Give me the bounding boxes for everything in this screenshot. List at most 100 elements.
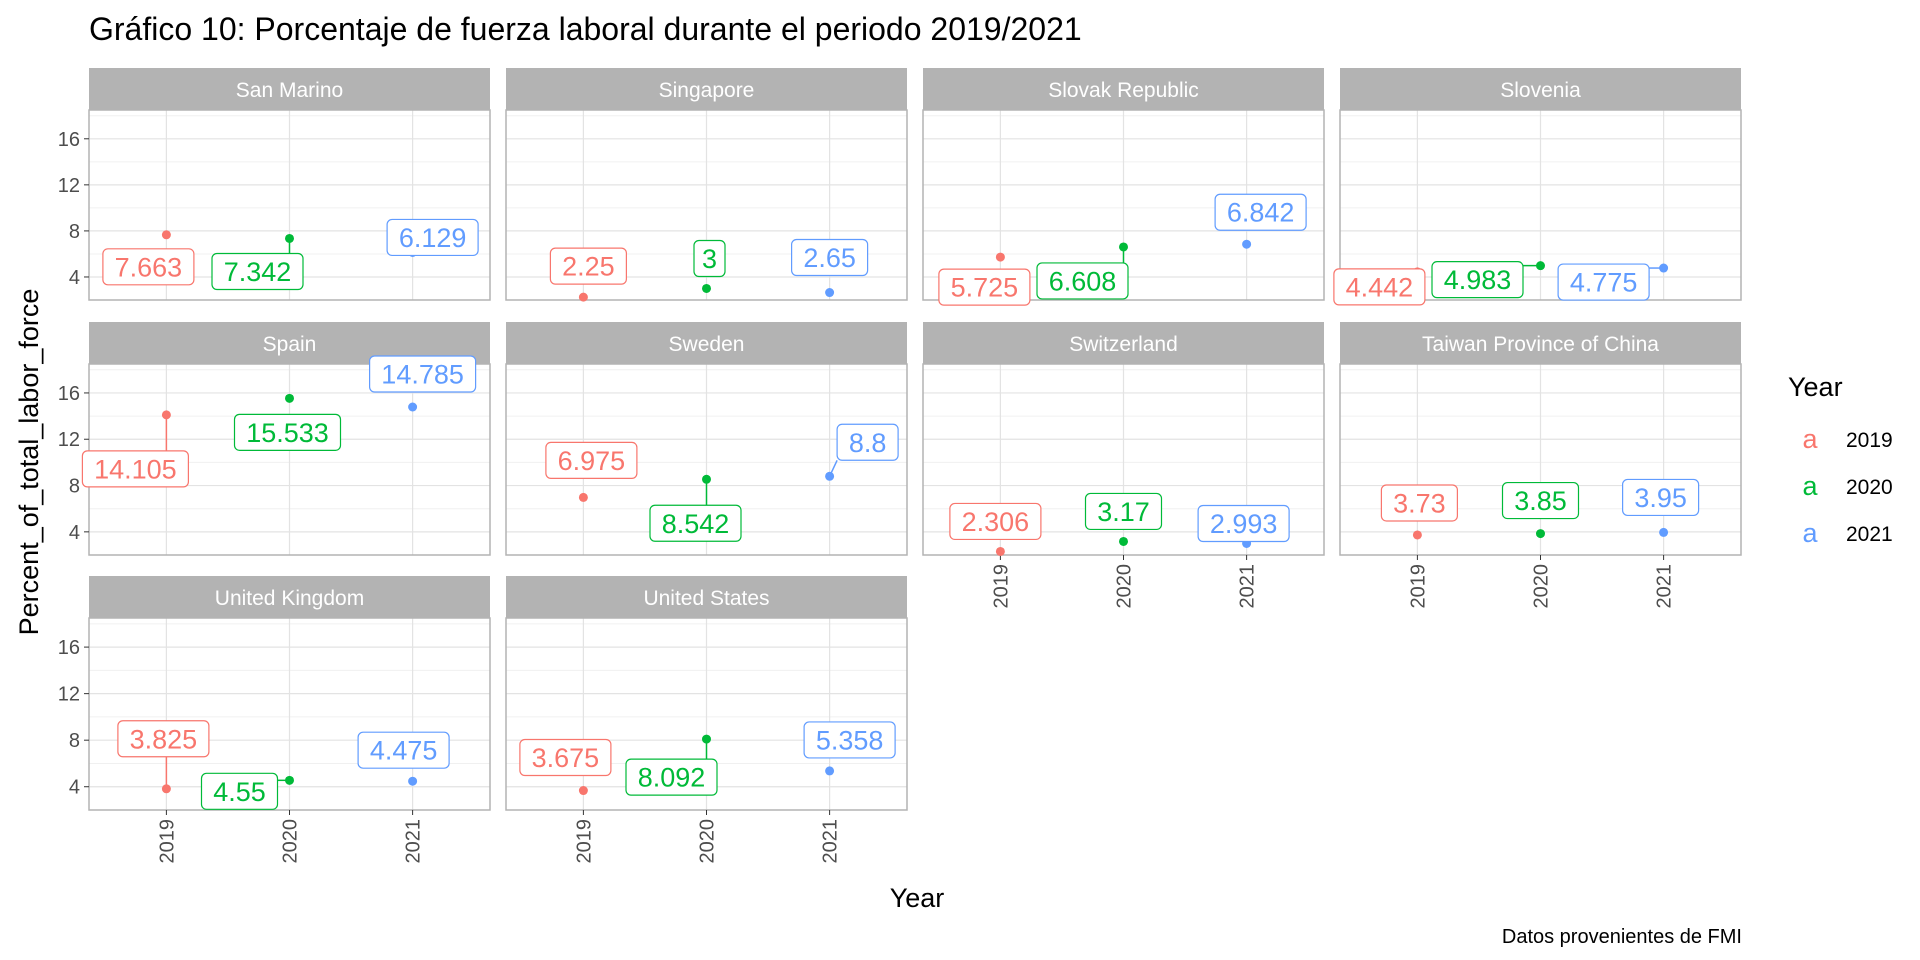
y-tick-label: 12 [58,175,80,197]
panel: Spain 4 8 12 16 14.105 15.533 14.785 [58,322,491,556]
data-label-box [102,248,195,286]
y-tick-label: 16 [58,129,80,151]
data-label-box [386,218,479,257]
facet-strip-label: United Kingdom [215,587,364,610]
panel: San Marino 4 8 12 16 7.663 7.342 6.129 [58,68,491,301]
data-point [285,393,294,403]
data-label-box [369,355,477,393]
data-point [825,766,835,776]
data-label-box [211,252,304,291]
data-label-box [938,268,1031,306]
data-point [995,252,1005,262]
data-label-box [791,238,869,277]
x-tick-label: 2021 [403,819,425,864]
panel-border [922,109,1325,301]
data-point [408,776,418,786]
data-label-box [836,423,899,461]
data-point [702,474,711,484]
data-label: 4.475 [370,736,438,766]
data-point [578,292,588,302]
chart-caption: Datos provenientes de FMI [1502,926,1742,948]
data-label-box [1622,478,1700,517]
data-label: 2.306 [962,507,1030,537]
data-point [161,230,171,240]
facet-strip [1340,68,1741,110]
panel: United States 2019 2020 2021 3.675 8.092 5.358 [505,576,908,864]
data-point [161,410,171,420]
data-point [1659,527,1669,537]
data-label: 3.73 [1393,488,1446,518]
data-point [702,283,711,293]
panel: Slovak Republic 5.725 6.608 6.842 [922,68,1325,306]
y-tick-label: 12 [58,684,80,706]
data-label: 3.675 [532,743,600,773]
data-label: 4.442 [1346,272,1414,302]
x-tick-label: 2021 [1237,564,1259,609]
data-label-box [1036,262,1129,300]
data-label: 4.775 [1570,268,1638,298]
data-label-box [649,504,742,542]
panel-border [505,363,908,556]
data-label-box [1214,193,1307,231]
x-tick-label: 2020 [280,819,302,864]
data-label: 3.825 [130,724,198,754]
facet-strip-label: San Marino [236,79,343,102]
data-label: 7.663 [115,252,183,282]
y-tick-label: 16 [58,637,80,659]
x-tick-label: 2021 [820,819,842,864]
data-label: 6.608 [1049,266,1117,296]
facet-strip [506,322,907,364]
data-label: 6.842 [1227,198,1295,228]
data-point [578,786,588,796]
legend-key: a [1802,471,1818,501]
facet-strip [506,68,907,110]
data-label-box [117,720,210,758]
data-point [161,784,171,794]
x-tick-label: 2020 [697,819,719,864]
data-label-box [803,721,896,759]
facet-strip-label: Spain [263,333,317,356]
y-tick-label: 8 [69,221,80,243]
data-point [1242,239,1252,249]
data-label-box [1084,492,1163,531]
legend-key: a [1802,424,1818,454]
facet-strip-label: Slovenia [1500,79,1581,102]
data-label-box [693,239,726,278]
facet-strip-label: United States [643,587,769,610]
data-label-box [1380,484,1458,522]
panel-border [88,109,491,301]
y-tick-label: 8 [69,476,80,498]
data-label-box [357,731,450,769]
chart-title: Gráfico 10: Porcentaje de fuerza laboral… [89,11,1082,47]
y-tick-label: 16 [58,383,80,405]
data-label-box [1197,504,1290,543]
data-label: 2.25 [562,252,615,282]
legend: Year a 2019 a 2020 a 2021 [1788,372,1893,548]
data-label: 8.8 [849,428,887,458]
legend-key: a [1802,518,1818,548]
data-point [578,492,588,502]
x-tick-label: 2019 [990,564,1012,609]
x-tick-label: 2020 [1114,564,1136,609]
facet-strip-label: Sweden [669,333,745,356]
x-tick-label: 2020 [1531,564,1553,609]
data-label: 2.993 [1210,509,1278,539]
x-tick-label: 2019 [156,819,178,864]
facet-strip [89,576,490,618]
data-label: 6.975 [558,446,626,476]
data-label: 7.342 [224,257,292,287]
y-tick-label: 4 [69,267,80,289]
data-label: 14.785 [381,360,464,390]
data-label-box [1557,263,1650,301]
panel: Switzerland 2019 2020 2021 2.306 3.17 2.993 [922,322,1325,609]
data-label: 5.725 [951,273,1019,303]
y-tick-label: 4 [69,522,80,544]
data-label: 3 [702,244,717,274]
facet-strip-label: Switzerland [1069,333,1178,356]
panel: Singapore 2.25 3 2.65 [505,68,908,302]
facet-strip [1340,322,1741,364]
legend-label: 2020 [1846,476,1893,499]
data-label: 4.55 [213,777,266,807]
data-label: 6.129 [399,223,467,253]
